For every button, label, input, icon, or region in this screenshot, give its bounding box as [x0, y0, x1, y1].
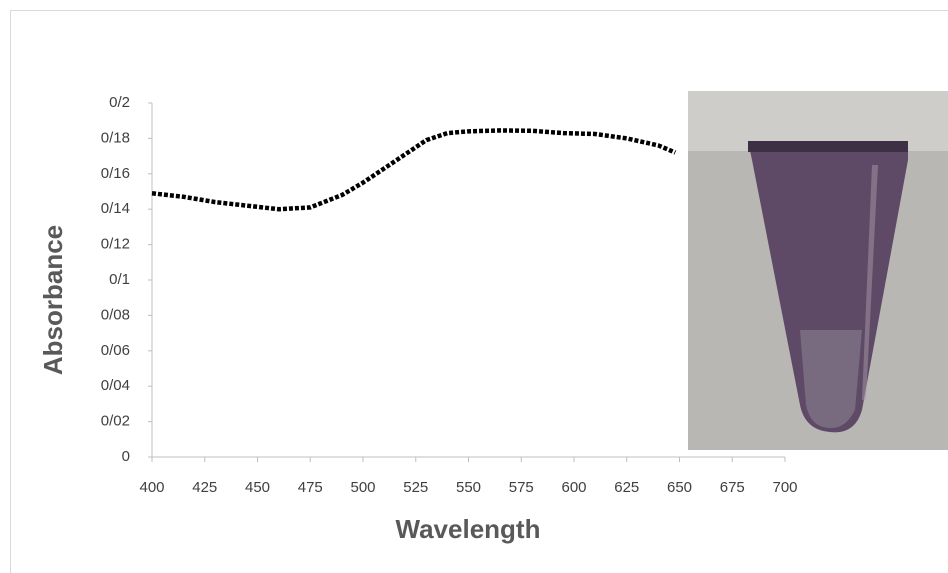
x-tick-label: 400: [139, 479, 164, 496]
y-tick-label: 0/12: [101, 236, 130, 253]
x-tick-label: 525: [403, 479, 428, 496]
inset-photo: [688, 91, 948, 450]
y-tick-label: 0/08: [101, 306, 130, 323]
y-tick-label: 0/1: [109, 271, 130, 288]
x-tick-label: 675: [720, 479, 745, 496]
y-tick-label: 0/14: [101, 200, 130, 217]
x-tick-label: 450: [245, 479, 270, 496]
y-tick-label: 0/2: [109, 94, 130, 111]
x-tick-label: 700: [772, 479, 797, 496]
x-tick-label: 500: [350, 479, 375, 496]
x-tick-label: 650: [667, 479, 692, 496]
x-tick-label: 475: [298, 479, 323, 496]
y-tick-label: 0/04: [101, 377, 130, 394]
x-tick-label: 550: [456, 479, 481, 496]
y-tick-label: 0/06: [101, 342, 130, 359]
x-tick-label: 625: [614, 479, 639, 496]
y-tick-label: 0/02: [101, 413, 130, 430]
y-tick-label: 0: [122, 448, 130, 465]
x-tick-label: 600: [561, 479, 586, 496]
x-tick-label: 425: [192, 479, 217, 496]
x-tick-label: 575: [509, 479, 534, 496]
y-tick-label: 0/16: [101, 165, 130, 182]
y-axis-title: Absorbance: [38, 225, 68, 375]
y-tick-label: 0/18: [101, 129, 130, 146]
x-axis-title: Wavelength: [396, 514, 541, 544]
data-line: [151, 128, 677, 212]
